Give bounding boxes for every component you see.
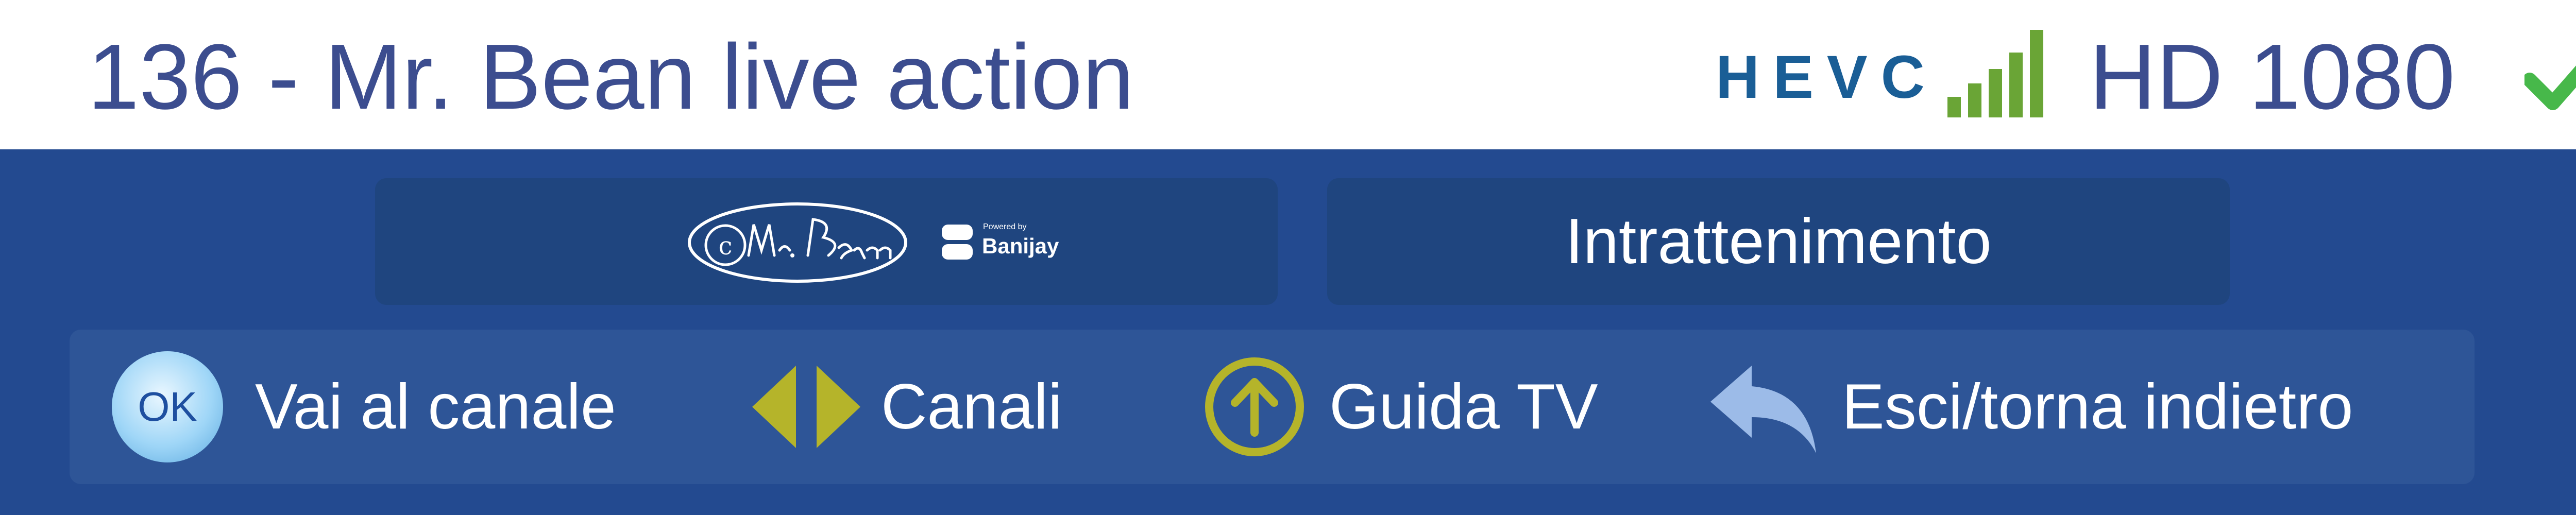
goto-channel-label: Vai al canale xyxy=(255,371,616,442)
bottom-panel: c Powered by Banijay Intrattenimento OK … xyxy=(0,149,2576,515)
back-arrow-icon[interactable] xyxy=(1705,360,1819,453)
remote-hint-bar: OK Vai al canale Canali Guida TV Esci/to… xyxy=(70,330,2475,484)
program-category: Intrattenimento xyxy=(1565,206,1992,277)
tv-guide-label: Guida TV xyxy=(1329,371,1598,442)
svg-text:c: c xyxy=(719,232,733,261)
up-arrow-circle-icon[interactable] xyxy=(1203,355,1306,458)
banijay-tagline: Powered by xyxy=(983,222,1027,231)
check-icon xyxy=(2524,65,2576,110)
banijay-logo: Powered by Banijay xyxy=(942,219,1076,266)
ok-button-icon[interactable]: OK xyxy=(112,351,223,462)
category-box: Intrattenimento xyxy=(1327,178,2230,305)
exit-back-label: Esci/torna indietro xyxy=(1842,371,2353,442)
signal-strength-icon xyxy=(1947,30,2043,117)
codec-badge: HEVC xyxy=(1716,43,1938,111)
program-logo-box: c Powered by Banijay xyxy=(375,178,1278,305)
channels-label: Canali xyxy=(881,371,1062,442)
channel-info-bar: 136 - Mr. Bean live action HEVC HD 1080 xyxy=(0,0,2576,149)
banijay-wordmark: Banijay xyxy=(982,234,1059,258)
left-right-arrows-icon[interactable] xyxy=(752,366,860,448)
resolution-label: HD 1080 xyxy=(2089,25,2455,129)
mr-bean-logo: c xyxy=(688,202,907,283)
channel-title: 136 - Mr. Bean live action xyxy=(88,25,1134,129)
